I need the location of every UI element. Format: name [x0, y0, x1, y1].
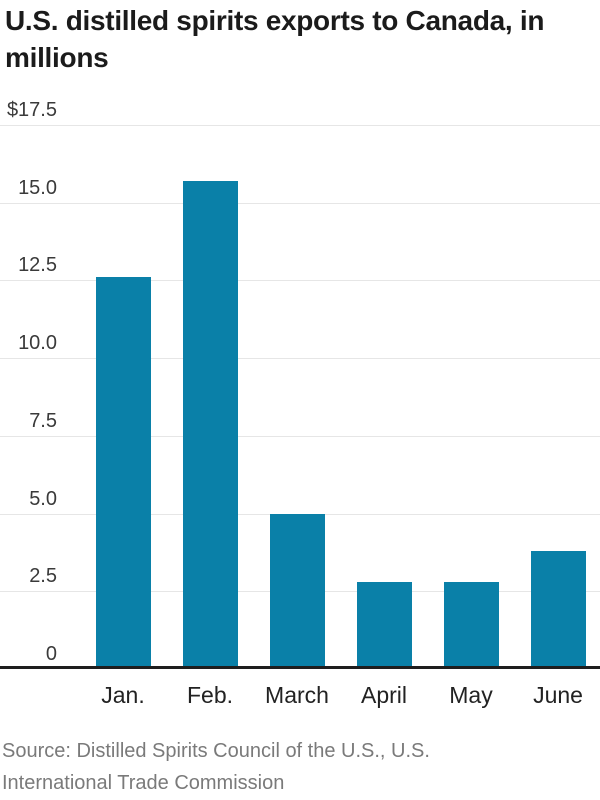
bar-feb	[183, 181, 238, 669]
x-axis-baseline	[0, 666, 600, 669]
source-line1: Source: Distilled Spirits Council of the…	[2, 740, 430, 762]
x-axis-label-april: April	[360, 682, 407, 708]
gridline	[0, 358, 600, 359]
y-axis-tick-label: 15.0	[18, 177, 57, 199]
source-line2: International Trade Commission	[2, 772, 285, 794]
chart-title: U.S. distilled spirits exports to Canada…	[5, 2, 544, 76]
bar-april	[357, 582, 412, 669]
x-axis-label-march: March	[265, 682, 329, 708]
gridline	[0, 203, 600, 204]
bar-jan	[96, 277, 151, 669]
x-axis-label-feb: Feb.	[186, 682, 234, 708]
bar-may	[444, 582, 499, 669]
y-axis-tick-label: 7.5	[29, 410, 57, 432]
y-axis-tick-label: 10.0	[18, 332, 57, 354]
bar-march	[270, 514, 325, 669]
y-axis-tick-label: 0	[45, 643, 57, 665]
x-axis-label-june: June	[533, 682, 583, 708]
y-axis-tick-label: 2.5	[29, 565, 57, 587]
y-axis-tick-label: 12.5	[18, 254, 57, 276]
bar-june	[531, 551, 586, 669]
y-axis-tick-label: 5.0	[29, 488, 57, 510]
chart-title-line2: millions	[5, 42, 109, 73]
x-axis-label-jan: Jan.	[101, 682, 145, 708]
x-axis-label-may: May	[449, 682, 493, 708]
y-axis-tick-label: $17.5	[6, 99, 57, 121]
gridline	[0, 280, 600, 281]
source-note: Source: Distilled Spirits Council of the…	[2, 735, 430, 799]
gridline	[0, 125, 600, 126]
chart-title-line1: U.S. distilled spirits exports to Canada…	[5, 5, 545, 36]
gridline	[0, 436, 600, 437]
